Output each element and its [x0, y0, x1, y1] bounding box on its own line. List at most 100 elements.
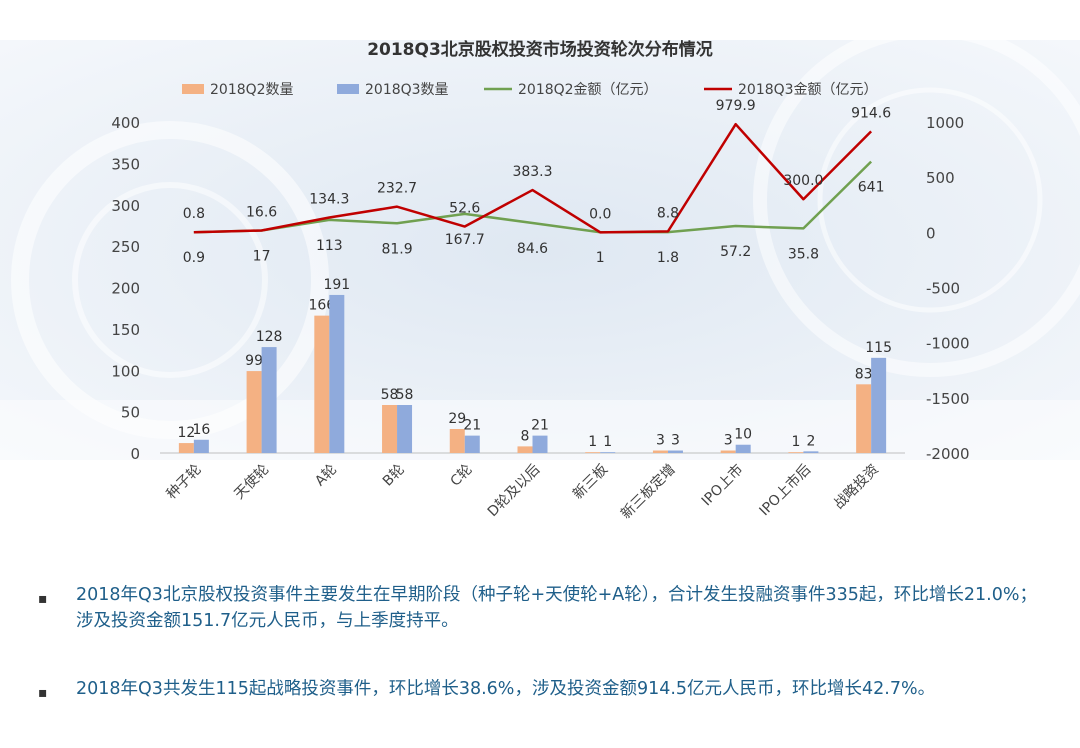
line-data-label: 232.7: [377, 181, 417, 197]
line-data-label: 0.8: [183, 206, 205, 222]
bullet-marker: ▪: [38, 591, 48, 607]
line-data-label: 914.6: [851, 105, 891, 121]
line-data-label: 17: [253, 248, 271, 264]
line-data-label: 641: [858, 180, 885, 196]
bullet-marker: ▪: [38, 685, 48, 701]
line-data-label: 81.9: [381, 241, 412, 257]
summary-notes: ▪ 2018年Q3北京股权投资事件主要发生在早期阶段（种子轮+天使轮+A轮），合…: [38, 582, 1048, 702]
left-tick-label: 400: [111, 114, 140, 132]
legend-label: 2018Q2数量: [210, 82, 294, 98]
bar-data-label: 1: [791, 434, 800, 450]
chart-legend: 2018Q2数量 2018Q3数量 2018Q2金额（亿元） 2018Q3金额（亿元）: [182, 82, 878, 98]
bullet-text: 2018年Q3北京股权投资事件主要发生在早期阶段（种子轮+天使轮+A轮），合计发…: [76, 585, 1037, 631]
right-tick-label: 0: [926, 224, 936, 242]
chart-title: 2018Q3北京股权投资市场投资轮次分布情况: [367, 39, 713, 60]
bar-data-label: 115: [865, 340, 892, 356]
line-data-label: 57.2: [720, 244, 751, 260]
x-tick-label: 新三板定增: [618, 462, 679, 523]
bar-data-label: 83: [855, 366, 873, 382]
line-data-label: 16.6: [246, 205, 277, 221]
bar-data-label: 2: [806, 433, 815, 449]
line-data-label: 300.0: [783, 173, 823, 189]
right-tick-label: -1500: [926, 390, 970, 408]
bar: [517, 446, 533, 453]
x-tick-label: B轮: [380, 462, 408, 490]
x-tick-label: 种子轮: [164, 462, 205, 503]
left-tick-label: 350: [111, 155, 140, 173]
summary-bullet-2: ▪ 2018年Q3共发生115起战略投资事件，环比增长38.6%，涉及投资金额9…: [38, 676, 1048, 702]
line-data-label: 0.9: [183, 250, 205, 266]
legend-swatch: [337, 84, 359, 94]
bar-data-label: 1: [603, 434, 612, 450]
bar: [600, 452, 616, 453]
line-data-label: 979.9: [716, 98, 756, 114]
right-tick-label: -2000: [926, 445, 970, 463]
bar: [585, 452, 601, 453]
legend-label: 2018Q3数量: [365, 82, 449, 98]
right-tick-label: 500: [926, 169, 955, 187]
bar: [246, 371, 262, 453]
left-tick-label: 50: [121, 404, 140, 422]
bar: [464, 435, 480, 453]
left-tick-label: 300: [111, 197, 140, 215]
left-y-axis: 0 50 100 150 200 250 300 350 400: [111, 114, 905, 463]
bar-data-label: 3: [671, 433, 680, 449]
background-decoration: [0, 40, 1080, 460]
bar-data-label: 3: [656, 433, 665, 449]
bar-data-label: 29: [448, 411, 466, 427]
bar: [397, 405, 413, 453]
bar: [329, 294, 345, 453]
bar: [193, 439, 209, 453]
summary-bullet-1: ▪ 2018年Q3北京股权投资事件主要发生在早期阶段（种子轮+天使轮+A轮），合…: [38, 582, 1048, 634]
legend-swatch: [182, 84, 204, 94]
left-tick-label: 250: [111, 238, 140, 256]
investment-rounds-chart: 2018Q3北京股权投资市场投资轮次分布情况 2018Q2数量 2018Q3数量 2…: [111, 39, 970, 523]
x-axis-labels: 种子轮 天使轮 A轮 B轮 C轮 D轮及以后 新三板 新三板定增 IPO上市 IPO上市后 战略投资: [164, 461, 882, 523]
x-tick-label: 战略投资: [831, 462, 882, 513]
x-tick-label: C轮: [447, 462, 475, 490]
right-tick-label: -500: [926, 280, 960, 298]
bar: [652, 450, 668, 453]
bar-data-label: 12: [177, 425, 195, 441]
bar-data-label: 8: [521, 428, 530, 444]
bar: [261, 347, 277, 453]
x-tick-label: A轮: [312, 462, 340, 490]
bar: [178, 443, 194, 453]
bar-data-label: 3: [724, 433, 733, 449]
x-tick-label: 新三板: [570, 462, 611, 503]
series-line: [193, 122, 873, 234]
bar: [856, 384, 872, 453]
line-data-label: 8.8: [657, 205, 679, 221]
line-data-label: 84.6: [517, 241, 548, 257]
left-tick-label: 150: [111, 321, 140, 339]
bar-data-label: 10: [734, 427, 752, 443]
line-data-label: 134.3: [309, 192, 349, 208]
bar: [449, 429, 465, 453]
bar-data-label: 16: [192, 422, 210, 438]
x-tick-label: D轮及以后: [485, 462, 544, 521]
line-data-label: 0.0: [589, 206, 611, 222]
right-tick-label: -1000: [926, 335, 970, 353]
bar: [788, 452, 804, 453]
x-tick-label: IPO上市后: [756, 461, 814, 519]
bar: [382, 405, 398, 453]
left-tick-label: 100: [111, 362, 140, 380]
bar-data-label: 191: [323, 277, 350, 293]
line-data-label: 1: [596, 250, 605, 266]
line-data-label: 35.8: [788, 246, 819, 262]
right-y-axis: -2000 -1500 -1000 -500 0 500 1000: [926, 114, 970, 463]
line-series: 0.8 16.6 134.3 232.7 52.6 383.3 0.0 8.8 979.9 300…: [183, 98, 892, 266]
bar-data-label: 128: [256, 329, 283, 345]
bar-data-label: 99: [245, 353, 263, 369]
bullet-text: 2018年Q3共发生115起战略投资事件，环比增长38.6%，涉及投资金额914…: [76, 679, 936, 699]
line-data-label: 113: [316, 238, 343, 254]
line-data-label: 383.3: [512, 164, 552, 180]
right-tick-label: 1000: [926, 114, 964, 132]
series-line: [193, 160, 873, 234]
line-data-label: 52.6: [449, 201, 480, 217]
legend-label: 2018Q3金额（亿元）: [738, 82, 878, 98]
bar-data-label: 166: [308, 298, 335, 314]
bar: [871, 357, 887, 453]
bar: [532, 435, 548, 453]
